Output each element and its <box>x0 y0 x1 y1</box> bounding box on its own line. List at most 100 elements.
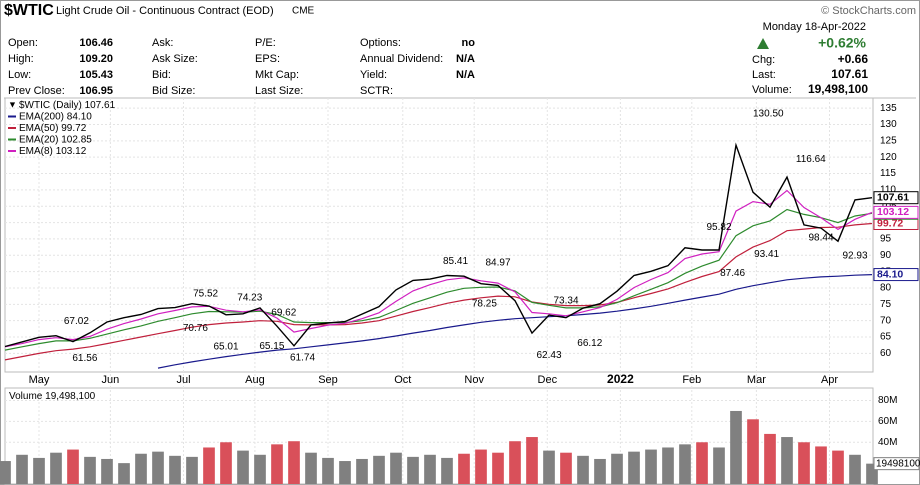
price-annotation: 116.64 <box>796 154 826 165</box>
volume-bar <box>16 454 28 484</box>
legend-entry: $WTIC (Daily) 107.61 <box>19 100 116 111</box>
field-label: Open: <box>8 37 38 49</box>
series-line <box>4 189 873 348</box>
volume-bar <box>50 452 62 484</box>
price-annotation: 92.93 <box>842 250 867 261</box>
legend-name: EMA(200) <box>19 111 64 122</box>
volume-bar <box>424 454 436 484</box>
instrument-name: Light Crude Oil - Continuous Contract (E… <box>56 5 274 17</box>
y-tick-label: 125 <box>880 135 897 146</box>
last-value-label: 107.61 <box>877 191 909 203</box>
copyright: © StockCharts.com <box>821 5 916 17</box>
volume-bar <box>866 463 878 484</box>
field-label: Bid Size: <box>152 85 195 97</box>
volume-bar <box>271 444 283 484</box>
field-label: P/E: <box>255 37 276 49</box>
y-tick-label: 130 <box>880 119 897 130</box>
x-tick-label: Jun <box>102 374 120 386</box>
field-label: Yield: <box>360 69 387 81</box>
field-value: 105.43 <box>79 69 113 81</box>
legend-name: $WTIC (Daily) <box>19 100 82 111</box>
field-value: 109.20 <box>79 53 113 65</box>
volume-bar <box>662 447 674 484</box>
summary-value: +0.66 <box>838 52 869 66</box>
volume-bar <box>594 458 606 484</box>
legend-name: EMA(20) <box>19 134 58 145</box>
volume-bar <box>611 453 623 484</box>
price-annotation: 67.02 <box>64 316 89 327</box>
volume-bar <box>764 433 776 484</box>
volume-bar <box>543 450 555 484</box>
volume-bar <box>407 456 419 484</box>
price-annotation: 61.56 <box>72 353 97 364</box>
x-tick-label: Oct <box>394 374 411 386</box>
legend-marker: ▼ <box>8 99 17 109</box>
volume-name: Volume <box>9 391 43 402</box>
legend-value: 103.12 <box>56 146 87 157</box>
y-tick-label: 115 <box>880 168 896 179</box>
volume-bar <box>560 452 572 484</box>
summary-label: Volume: <box>752 84 792 96</box>
field-label: High: <box>8 53 34 65</box>
price-annotation: 61.74 <box>290 352 315 363</box>
volume-bar <box>441 457 453 484</box>
summary-value: 19,498,100 <box>808 82 868 96</box>
price-annotation: 70.76 <box>183 323 208 334</box>
volume-bar <box>492 452 504 484</box>
x-tick-label: Aug <box>245 374 265 386</box>
volume-bar <box>186 456 198 484</box>
y-tick-label: 110 <box>880 185 896 196</box>
x-tick-label: Dec <box>538 374 558 386</box>
field-label: Prev Close: <box>8 85 65 97</box>
volume-legend: Volume 19,498,100 <box>9 391 96 402</box>
y-tick-label: 135 <box>880 103 897 114</box>
y-tick-label: 65 <box>880 332 892 343</box>
price-annotation: 74.23 <box>237 292 262 303</box>
last-value-label: 84.10 <box>877 268 903 280</box>
field-label: Ask Size: <box>152 53 198 65</box>
field-value: 106.46 <box>79 37 113 49</box>
legend-entry: EMA(8) 103.12 <box>19 146 87 157</box>
volume-bar <box>526 437 538 484</box>
symbol: $WTIC <box>4 2 54 19</box>
price-annotation: 65.15 <box>259 341 284 352</box>
price-annotation: 84.97 <box>485 257 510 268</box>
legend-value: 107.61 <box>85 100 116 111</box>
x-tick-label: Mar <box>747 374 766 386</box>
volume-bar <box>356 458 368 484</box>
volume-bar <box>798 442 810 484</box>
last-value-box <box>873 191 919 205</box>
x-tick-label: Feb <box>682 374 701 386</box>
last-volume-label: 19498100 <box>876 458 920 469</box>
series-line <box>4 222 873 361</box>
last-value-box <box>873 268 919 282</box>
legend-value: 102.85 <box>61 134 92 145</box>
exchange: CME <box>292 6 315 17</box>
price-annotation: 85.41 <box>443 256 468 267</box>
volume-bar <box>747 419 759 484</box>
volume-bar <box>33 457 45 484</box>
volume-bar <box>390 452 402 484</box>
volume-bar <box>135 453 147 484</box>
field-value: N/A <box>456 69 475 81</box>
volume-bar <box>339 461 351 484</box>
volume-bar <box>152 451 164 484</box>
legend-entry: EMA(20) 102.85 <box>19 134 92 145</box>
volume-bar <box>577 455 589 484</box>
field-value: no <box>462 37 476 49</box>
legend-name: EMA(8) <box>19 146 53 157</box>
volume-tick-label: 80M <box>878 395 897 406</box>
volume-tick-label: 40M <box>878 437 897 448</box>
field-label: Bid: <box>152 69 171 81</box>
price-annotation: 87.46 <box>720 268 745 279</box>
price-annotation: 69.62 <box>271 308 296 319</box>
volume-bar <box>288 441 300 484</box>
volume-bar <box>815 446 827 484</box>
volume-bar <box>220 442 232 484</box>
summary-label: Last: <box>752 69 776 81</box>
last-value-box <box>873 205 919 219</box>
field-value: N/A <box>456 53 475 65</box>
volume-bar <box>67 449 79 484</box>
volume-bar <box>781 437 793 484</box>
y-tick-label: 70 <box>880 315 892 326</box>
